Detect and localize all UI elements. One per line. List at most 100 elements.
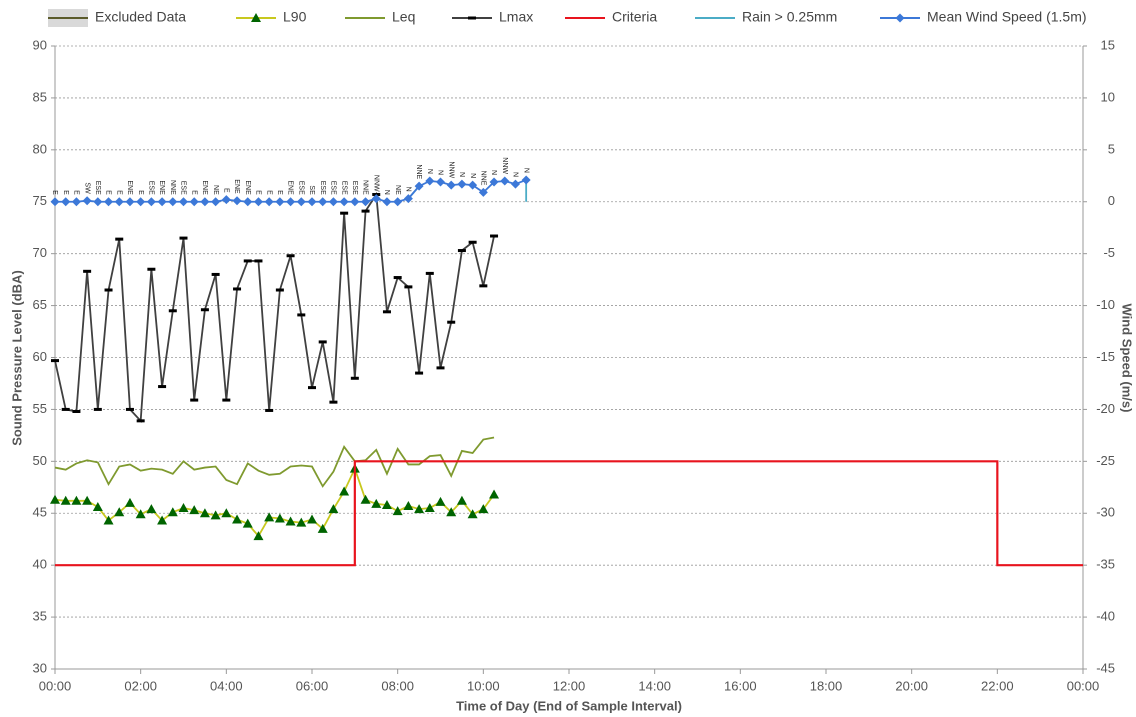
y-tick-label: 80 [33, 141, 47, 156]
y-axis-title: Sound Pressure Level (dBA) [9, 270, 24, 446]
marker-diamond [296, 197, 306, 207]
marker-triangle [381, 499, 392, 509]
y2-tick-label: -5 [1103, 245, 1115, 260]
marker-triangle [146, 504, 157, 514]
marker-diamond [361, 197, 371, 207]
marker-triangle [82, 495, 93, 505]
marker-dash [350, 376, 359, 380]
marker-dash [415, 371, 424, 375]
marker-dash [308, 386, 316, 390]
legend-label: Leq [392, 9, 415, 25]
wind-direction: ENE [201, 180, 208, 195]
marker-dash [125, 407, 134, 411]
wind-direction: ESE [297, 181, 304, 195]
marker-dash [190, 398, 199, 402]
x-tick-label: 12:00 [553, 678, 586, 693]
legend-label: Rain > 0.25mm [742, 9, 837, 25]
wind-direction: ESE [340, 181, 347, 195]
y-tick-label: 45 [33, 505, 47, 520]
marker-triangle [435, 496, 446, 506]
wind-direction: E [115, 190, 122, 195]
marker-dash [329, 400, 338, 404]
y2-tick-label: -25 [1096, 453, 1115, 468]
marker-dash [479, 284, 488, 288]
wind-direction: N [512, 172, 519, 177]
marker-dash [104, 288, 113, 292]
marker-diamond [393, 197, 403, 207]
marker-triangle [414, 504, 425, 514]
y2-tick-label: 10 [1101, 89, 1115, 104]
marker-dash [72, 409, 81, 413]
marker-dash [286, 254, 295, 258]
marker-dash [297, 313, 306, 317]
x-tick-label: 00:00 [39, 678, 72, 693]
marker-triangle [253, 531, 264, 541]
marker-dash [468, 240, 477, 244]
marker-triangle [135, 509, 146, 519]
x-tick-label: 04:00 [210, 678, 243, 693]
y-tick-label: 75 [33, 193, 47, 208]
wind-direction: N [490, 170, 497, 175]
wind-direction: E [255, 190, 262, 195]
wind-direction: SE [308, 185, 315, 195]
marker-diamond [489, 177, 499, 187]
marker-dash [61, 407, 70, 411]
marker-triangle [285, 516, 296, 526]
wind-direction: NE [212, 185, 219, 195]
wind-direction: ENE [126, 180, 133, 195]
marker-triangle [178, 503, 189, 513]
marker-diamond [264, 197, 274, 207]
marker-diamond [286, 197, 296, 207]
x-tick-label: 08:00 [381, 678, 414, 693]
wind-direction: NNE [362, 180, 369, 195]
wind-direction: N [437, 170, 444, 175]
wind-direction: E [105, 190, 112, 195]
marker-dash [200, 308, 209, 312]
marker-diamond [414, 181, 424, 191]
marker-diamond [500, 176, 510, 186]
marker-diamond [50, 197, 60, 207]
marker-diamond [104, 197, 114, 207]
y-tick-label: 50 [33, 453, 47, 468]
marker-dash [318, 340, 327, 344]
marker-dash [136, 419, 145, 423]
y2-tick-label: 15 [1101, 37, 1115, 52]
wind-direction: ESE [319, 181, 326, 195]
marker-triangle [124, 497, 135, 507]
marker-diamond [232, 196, 242, 206]
y-tick-label: 30 [33, 660, 47, 675]
x-tick-label: 20:00 [895, 678, 928, 693]
wind-direction: NNW [372, 175, 379, 192]
wind-direction: NNE [169, 180, 176, 195]
marker-diamond [468, 180, 478, 190]
marker-triangle [157, 515, 168, 525]
y-tick-label: 55 [33, 401, 47, 416]
marker-diamond [243, 197, 253, 207]
wind-direction: E [73, 190, 80, 195]
wind-direction: E [62, 190, 69, 195]
y2-tick-label: -10 [1096, 297, 1115, 312]
marker-triangle [489, 489, 500, 499]
marker-dash [265, 408, 274, 412]
marker-diamond [168, 197, 178, 207]
marker-triangle [242, 518, 253, 528]
wind-direction: ESE [180, 181, 187, 195]
marker-triangle [167, 507, 178, 517]
y-tick-label: 90 [33, 37, 47, 52]
legend-label: Excluded Data [95, 9, 186, 25]
marker-diamond [179, 197, 188, 207]
marker-diamond [61, 197, 71, 207]
y2-tick-label: -15 [1096, 349, 1115, 364]
marker-diamond [136, 197, 146, 207]
wind-direction: ENE [233, 179, 240, 194]
marker-triangle [50, 494, 60, 504]
marker-diamond [425, 176, 435, 186]
marker-triangle [339, 486, 350, 496]
y-tick-label: 40 [33, 557, 47, 572]
y2-tick-label: 5 [1108, 141, 1115, 156]
marker-diamond [71, 197, 81, 207]
marker-dash [393, 276, 402, 280]
y2-tick-label: -45 [1096, 660, 1115, 675]
x-tick-label: 16:00 [724, 678, 757, 693]
